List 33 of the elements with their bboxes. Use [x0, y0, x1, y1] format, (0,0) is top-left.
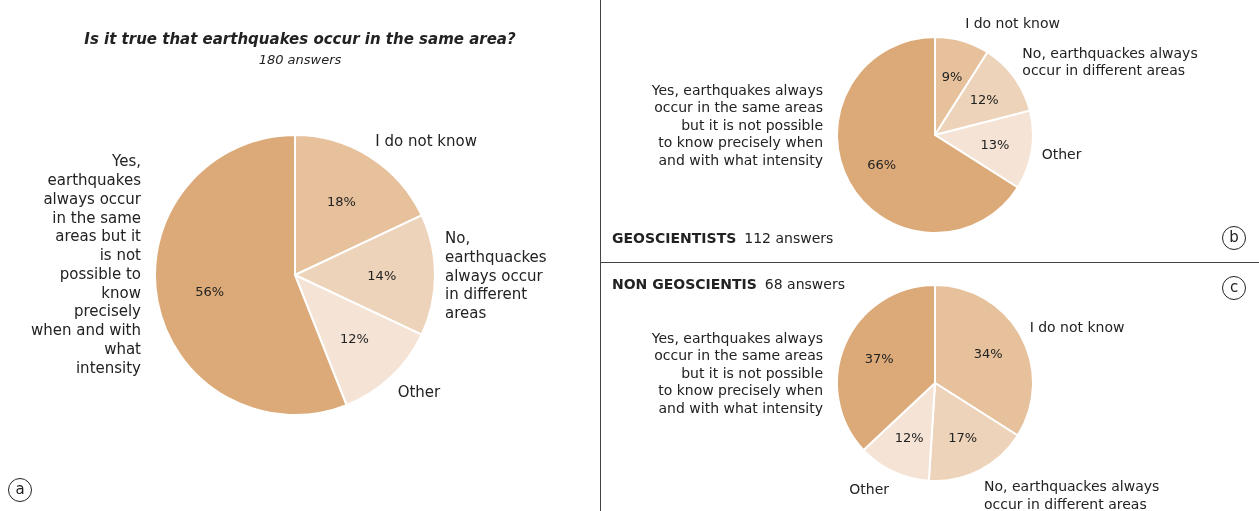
slice-label: Yes, earthquakes always occur in the same areas but it is not possible to know precisely when and with what intensity [650, 81, 823, 168]
slice-label: No, earthquackes always occur in different areas [445, 229, 547, 323]
data-label: 12% [339, 330, 369, 346]
text: a [8, 478, 32, 502]
slice-label: Other [849, 480, 890, 497]
text: GEOSCIENTISTS [612, 230, 737, 246]
chart-subtitle: 180 answers [257, 52, 343, 67]
slice-label: I do not know [965, 15, 1060, 32]
data-label: 12% [969, 91, 999, 107]
data-label: 13% [980, 137, 1010, 152]
slice-label: Other [1041, 145, 1082, 162]
chart-title: Is it true that earthquakes occur in the same area? [83, 30, 517, 48]
chart-title: NON GEOSCIENTIS [612, 276, 757, 292]
slice-label: Yes, earthquakes always occur in the same areas but it is not possible to know precisely when and with what intensity [650, 329, 823, 416]
category-label: Yes, earthquakes always occur in the same areas but it is not possible to know precisely when and with what intensity [30, 152, 141, 377]
chart-subtitle: 68 answers [764, 276, 845, 292]
text: b [1222, 226, 1246, 250]
slice-label: Other [397, 382, 442, 401]
slice-label: No, earthquackes always occur in different areas [984, 478, 1160, 511]
slice-label: I do not know [375, 132, 478, 151]
data-label: 34% [973, 346, 1003, 362]
data-label: 12% [894, 430, 924, 446]
text: c [1222, 276, 1246, 300]
data-label: 18% [327, 194, 356, 210]
data-label: 56% [195, 283, 225, 299]
text: 112 answers [744, 230, 834, 246]
data-label: 37% [864, 351, 894, 367]
data-label: 14% [367, 267, 397, 283]
data-label: 9% [941, 69, 963, 85]
data-label: 66% [867, 156, 897, 172]
data-label: 17% [948, 429, 978, 445]
slice-label: I do not know [1029, 319, 1125, 336]
slice-label: No, earthquackes always occur in different areas [1022, 44, 1198, 79]
